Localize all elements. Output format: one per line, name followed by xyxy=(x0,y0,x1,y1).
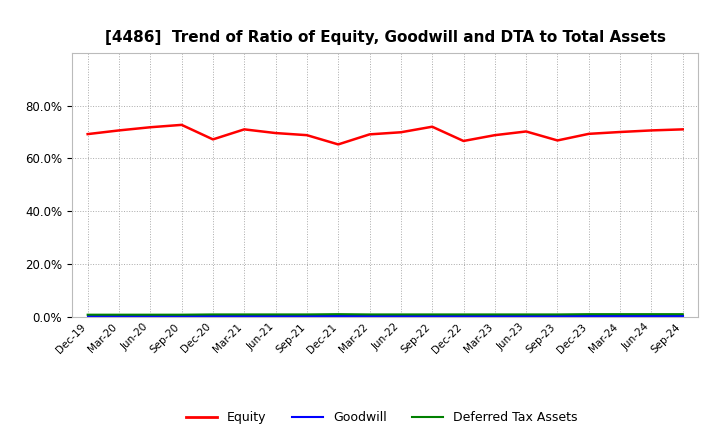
Deferred Tax Assets xyxy=(647,312,656,317)
Deferred Tax Assets xyxy=(84,312,92,317)
Deferred Tax Assets xyxy=(522,312,531,317)
Equity xyxy=(459,138,468,143)
Goodwill xyxy=(84,314,92,319)
Goodwill xyxy=(490,314,499,319)
Line: Equity: Equity xyxy=(88,125,683,144)
Equity xyxy=(397,130,405,135)
Goodwill xyxy=(428,314,436,319)
Deferred Tax Assets xyxy=(585,312,593,317)
Deferred Tax Assets xyxy=(365,312,374,317)
Deferred Tax Assets xyxy=(240,312,248,317)
Deferred Tax Assets xyxy=(490,312,499,317)
Goodwill xyxy=(209,314,217,319)
Equity xyxy=(271,130,280,136)
Equity xyxy=(84,132,92,137)
Equity xyxy=(209,137,217,142)
Goodwill xyxy=(334,314,343,319)
Deferred Tax Assets xyxy=(209,312,217,317)
Deferred Tax Assets xyxy=(114,312,123,317)
Equity xyxy=(522,129,531,134)
Deferred Tax Assets xyxy=(302,312,311,317)
Equity xyxy=(240,127,248,132)
Goodwill xyxy=(647,314,656,319)
Goodwill xyxy=(146,314,155,319)
Equity xyxy=(365,132,374,137)
Deferred Tax Assets xyxy=(397,312,405,317)
Goodwill xyxy=(397,314,405,319)
Equity xyxy=(585,131,593,136)
Goodwill xyxy=(553,314,562,319)
Goodwill xyxy=(302,314,311,319)
Goodwill xyxy=(459,314,468,319)
Deferred Tax Assets xyxy=(334,312,343,317)
Goodwill xyxy=(271,314,280,319)
Equity xyxy=(146,125,155,130)
Equity xyxy=(428,124,436,129)
Goodwill xyxy=(616,314,624,319)
Deferred Tax Assets xyxy=(553,312,562,317)
Goodwill xyxy=(585,314,593,319)
Legend: Equity, Goodwill, Deferred Tax Assets: Equity, Goodwill, Deferred Tax Assets xyxy=(181,407,582,429)
Goodwill xyxy=(522,314,531,319)
Deferred Tax Assets xyxy=(616,312,624,317)
Deferred Tax Assets xyxy=(271,312,280,317)
Equity xyxy=(616,129,624,135)
Deferred Tax Assets xyxy=(428,312,436,317)
Equity xyxy=(114,128,123,133)
Equity xyxy=(678,127,687,132)
Goodwill xyxy=(678,314,687,319)
Goodwill xyxy=(177,314,186,319)
Equity xyxy=(334,142,343,147)
Goodwill xyxy=(240,314,248,319)
Equity xyxy=(490,132,499,138)
Equity xyxy=(647,128,656,133)
Goodwill xyxy=(114,314,123,319)
Equity xyxy=(553,138,562,143)
Deferred Tax Assets xyxy=(459,312,468,317)
Deferred Tax Assets xyxy=(678,312,687,317)
Line: Deferred Tax Assets: Deferred Tax Assets xyxy=(88,314,683,315)
Equity xyxy=(177,122,186,128)
Equity xyxy=(302,132,311,138)
Deferred Tax Assets xyxy=(146,312,155,317)
Title: [4486]  Trend of Ratio of Equity, Goodwill and DTA to Total Assets: [4486] Trend of Ratio of Equity, Goodwil… xyxy=(104,29,666,45)
Deferred Tax Assets xyxy=(177,312,186,317)
Goodwill xyxy=(365,314,374,319)
